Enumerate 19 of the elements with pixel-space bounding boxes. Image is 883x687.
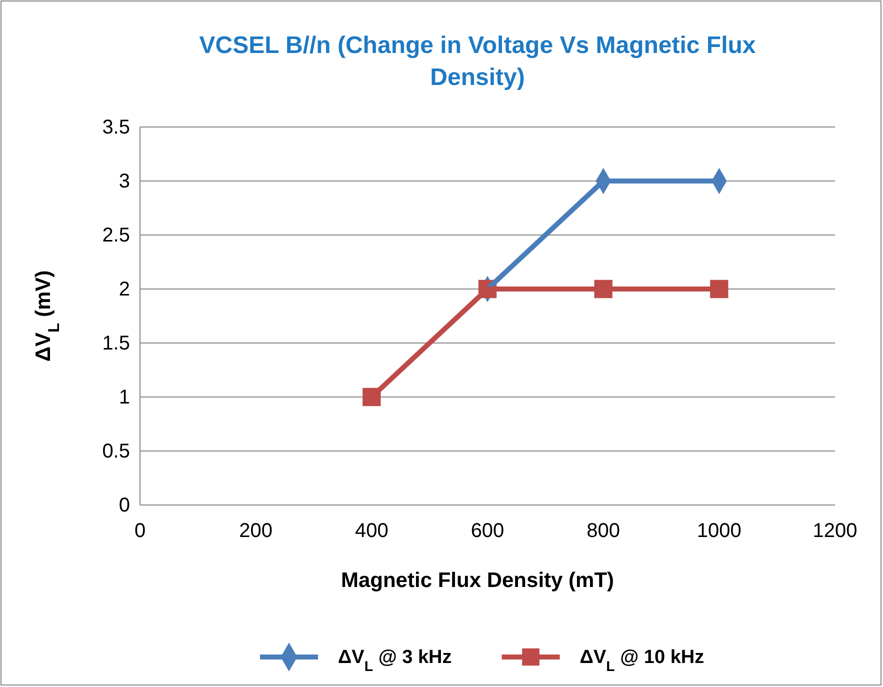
y-tick-label: 2 bbox=[118, 278, 130, 300]
x-tick-label: 400 bbox=[354, 520, 388, 542]
x-tick-label: 200 bbox=[239, 520, 273, 542]
legend-label: ΔV$_{L}$ @ 3 kHz bbox=[338, 647, 452, 675]
y-tick-label: 1 bbox=[118, 386, 130, 408]
x-axis-title: Magnetic Flux Density (mT) bbox=[340, 569, 614, 592]
x-tick-label: 0 bbox=[134, 520, 146, 542]
y-tick-label: 3.5 bbox=[102, 116, 130, 138]
x-tick-label: 1000 bbox=[696, 520, 742, 542]
chart-title: VCSEL B//n (Change in Voltage Vs Magnetic Flux Density) bbox=[199, 32, 756, 91]
x-tick-label: 1200 bbox=[812, 520, 858, 542]
y-tick-label: 1.5 bbox=[102, 332, 130, 354]
y-tick-label: 0 bbox=[118, 494, 130, 516]
x-tick-label: 600 bbox=[470, 520, 504, 542]
x-tick-label: 800 bbox=[586, 520, 620, 542]
legend-label: ΔV$_{L}$ @ 10 kHz bbox=[580, 647, 704, 675]
y-tick-label: 0.5 bbox=[102, 440, 130, 462]
y-tick-label: 2.5 bbox=[102, 224, 130, 246]
y-tick-label: 3 bbox=[118, 170, 130, 192]
